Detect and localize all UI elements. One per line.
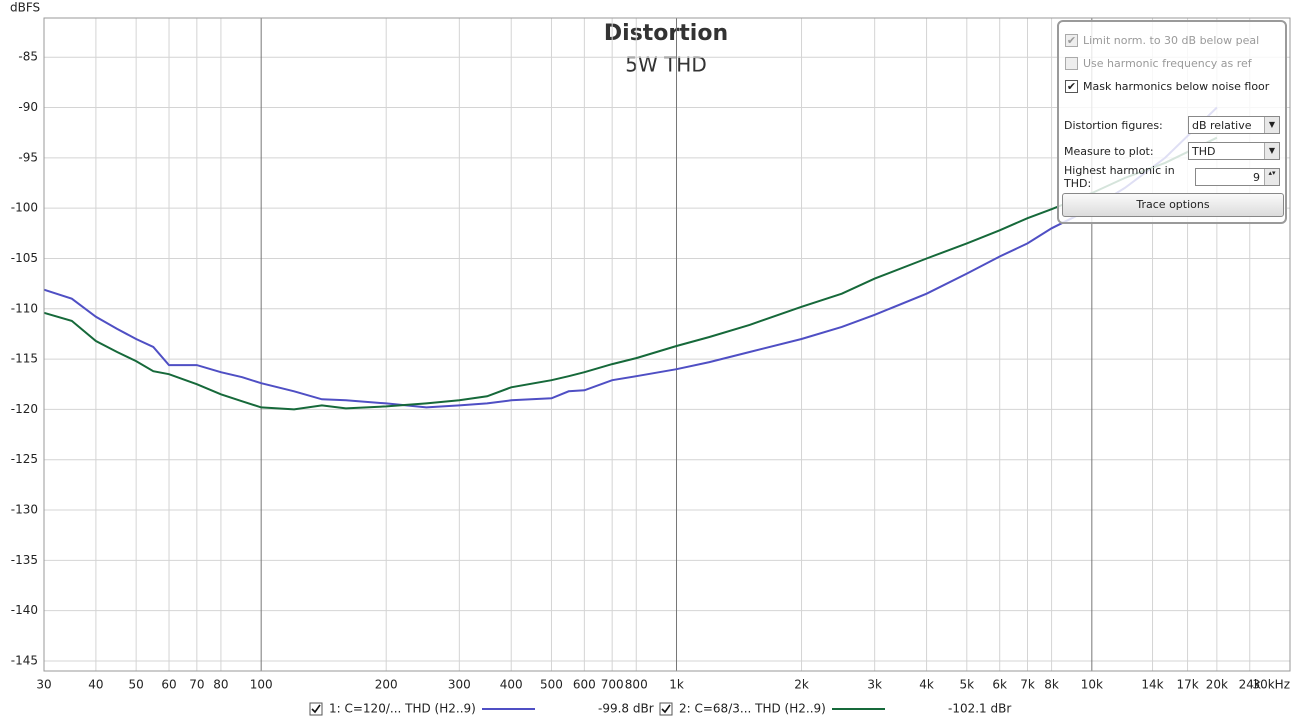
y-tick-label: -120 [11, 402, 38, 416]
x-tick-label: 1k [669, 678, 684, 692]
x-tick-label: 40 [88, 678, 103, 692]
field-row: Measure to plot: THD ▼ [1064, 141, 1280, 161]
y-tick-label: -85 [18, 50, 38, 64]
y-tick-label: -95 [18, 150, 38, 164]
checkbox-row: Use harmonic frequency as ref [1065, 55, 1252, 71]
x-tick-label: 4k [919, 678, 934, 692]
options-panel: Trace options ✔ Limit norm. to 30 dB belo… [1057, 20, 1287, 224]
field-row: Highest harmonic in THD: 9 ▴▾ [1064, 164, 1280, 190]
x-tick-label: 7k [1020, 678, 1035, 692]
y-tick-label: -115 [11, 352, 38, 366]
series-line [43, 136, 1218, 411]
x-tick-label: 10k [1081, 678, 1103, 692]
x-tick-label: 700 [601, 678, 624, 692]
x-tick-label: 50 [129, 678, 144, 692]
series-line [43, 106, 1218, 409]
checkbox-row: ✔ Limit norm. to 30 dB below peal [1065, 32, 1259, 48]
field-label: Measure to plot: [1064, 144, 1154, 158]
field-control[interactable]: dB relative ▼ [1188, 116, 1280, 134]
field-value: 9 [1253, 170, 1260, 184]
x-tick-label: 600 [573, 678, 596, 692]
x-tick-label: 500 [540, 678, 563, 692]
dropdown-arrow[interactable]: ▴▾ [1264, 169, 1279, 185]
x-tick-label: 17k [1176, 678, 1198, 692]
checkbox[interactable]: ✔ [1065, 79, 1078, 93]
legend-checkbox[interactable] [309, 702, 323, 716]
x-tick-label: 5k [960, 678, 975, 692]
x-tick-label: 20k [1206, 678, 1228, 692]
y-tick-label: -125 [11, 452, 38, 466]
x-tick-label: 30kHz [1252, 678, 1290, 692]
x-tick-label: 6k [992, 678, 1007, 692]
field-row: Distortion figures: dB relative ▼ [1064, 115, 1280, 135]
y-tick-label: -135 [11, 553, 38, 567]
legend-checkbox[interactable] [659, 702, 673, 716]
y-tick-label: -145 [11, 653, 38, 667]
chart-subtitle: 5W THD [625, 53, 707, 77]
legend-readout: -99.8 dBr [598, 702, 654, 716]
checkbox-label: Use harmonic frequency as ref [1083, 56, 1252, 70]
field-label: Distortion figures: [1064, 118, 1163, 132]
x-tick-label: 60 [161, 678, 176, 692]
dropdown-arrow[interactable]: ▼ [1264, 143, 1279, 159]
chart-title: Distortion [604, 21, 728, 46]
checkbox [1065, 56, 1078, 70]
field-value: THD [1192, 144, 1216, 158]
x-tick-label: 30 [36, 678, 51, 692]
legend-check [311, 704, 321, 714]
field-label: Highest harmonic in THD: [1064, 164, 1175, 190]
y-tick-label: -130 [11, 503, 38, 517]
legend-readout: -102.1 dBr [948, 702, 1011, 716]
x-tick-label: 2k [794, 678, 809, 692]
legend-label: 2: C=68/3... THD (H2..9) [679, 702, 826, 716]
x-tick-label: 300 [448, 678, 471, 692]
x-tick-label: 3k [867, 678, 882, 692]
x-tick-label: 14k [1141, 678, 1163, 692]
checkbox-row: ✔ Mask harmonics below noise floor [1065, 78, 1269, 94]
y-tick-label: -90 [18, 100, 38, 114]
x-tick-label: 80 [213, 678, 228, 692]
trace-options-button[interactable]: Trace options [1062, 193, 1284, 217]
x-tick-label: 100 [250, 678, 273, 692]
y-tick-label: -110 [11, 301, 38, 315]
checkbox: ✔ [1065, 33, 1078, 47]
plot-area [43, 17, 1291, 672]
legend-check [661, 704, 671, 714]
y-tick-label: -100 [11, 201, 38, 215]
field-control[interactable]: THD ▼ [1188, 142, 1280, 160]
y-axis-label: dBFS [10, 1, 40, 15]
y-tick-label: -140 [11, 603, 38, 617]
checkbox-label: Limit norm. to 30 dB below peal [1083, 33, 1260, 47]
checkbox-label: Mask harmonics below noise floor [1083, 79, 1270, 93]
x-tick-label: 200 [375, 678, 398, 692]
y-tick-label: -105 [11, 251, 38, 265]
dropdown-arrow[interactable]: ▼ [1264, 117, 1279, 133]
x-tick-label: 70 [189, 678, 204, 692]
x-tick-label: 24k [1239, 678, 1261, 692]
legend-label: 1: C=120/... THD (H2..9) [329, 702, 476, 716]
x-tick-label: 8k [1044, 678, 1059, 692]
x-tick-label: 400 [500, 678, 523, 692]
x-tick-label: 800 [625, 678, 648, 692]
field-value: dB relative [1192, 118, 1252, 132]
field-control[interactable]: 9 ▴▾ [1194, 168, 1280, 186]
